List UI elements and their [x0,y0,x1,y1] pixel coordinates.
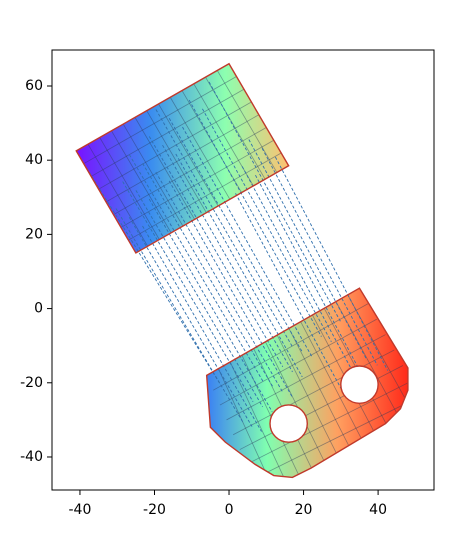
mesh-line [146,110,207,213]
link-line [182,126,313,358]
link-line [188,99,322,337]
link-line [148,198,273,412]
link-line [162,144,293,373]
x-tick-label: -20 [143,502,166,518]
y-tick-label: -20 [20,375,43,391]
link-line [241,166,358,381]
link-line [202,108,332,343]
x-tick-label: -40 [69,502,92,518]
y-tick-label: 20 [25,226,43,242]
target-outline [205,287,409,479]
mesh-line [169,97,231,200]
x-tick-label: 20 [295,502,313,518]
mesh-line [113,127,267,216]
link-line [175,153,303,378]
mesh-line [229,361,294,478]
link-line [155,109,293,347]
mesh-line [87,144,148,247]
mesh-line [158,103,219,207]
mesh-line [205,76,266,180]
target-fill [206,288,408,478]
mesh-line [120,139,274,228]
x-tick-label: 40 [369,502,387,518]
link-line [248,139,368,361]
mesh-line [98,101,252,190]
link-line [115,208,243,422]
mesh-line [300,321,373,459]
plot-area [75,62,409,479]
mesh-line [90,88,245,177]
mesh-line [122,123,184,227]
link-line [148,136,284,368]
mesh-line [246,380,408,465]
mesh-line [213,303,369,391]
link-line [135,190,263,407]
mesh-line [111,130,172,234]
link-line [128,217,253,427]
link-line [261,148,378,366]
source-fill [76,63,289,253]
link-line [235,193,348,401]
link-line [122,181,254,402]
mesh-line [232,349,395,436]
link-line [142,225,262,432]
link-line [274,156,389,371]
mesh-line [99,137,160,240]
hole [340,365,379,404]
link-line [208,81,341,322]
mesh-line [288,328,359,466]
x-tick-label: 0 [225,502,234,518]
y-tick-label: 40 [25,152,43,168]
hole [269,404,308,443]
mesh-line [216,70,278,173]
mesh-line [134,117,195,220]
mesh-line [252,396,408,478]
y-tick-label: 60 [25,78,43,94]
y-tick-label: -40 [20,449,43,465]
source-outline [75,62,290,254]
mesh-line [276,334,346,472]
link-line [168,180,293,398]
link-line [75,150,221,385]
link-line [155,171,283,393]
mesh-line [105,114,260,203]
y-tick-label: 0 [34,301,43,317]
link-line [128,154,264,383]
mesh-line [218,368,280,478]
mesh-line [226,334,386,421]
axes-frame [51,49,435,491]
mesh-line [83,76,237,165]
